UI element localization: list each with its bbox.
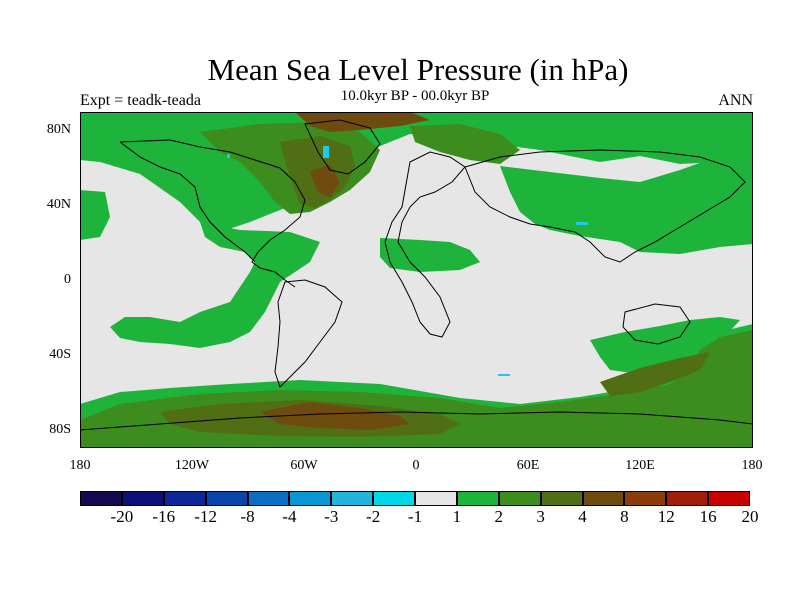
colorbar-label: 3 (536, 507, 545, 526)
lon-label-0: 0 (412, 458, 420, 473)
colorbar-swatch (289, 491, 332, 506)
colorbar-swatch (80, 491, 122, 506)
colorbar-label: 4 (578, 507, 587, 526)
lat-label-40s: 40S (49, 347, 71, 362)
season-label: ANN (718, 92, 753, 109)
coastlines (80, 119, 753, 431)
colorbar-label: -12 (194, 507, 217, 526)
colorbar-label: -8 (240, 507, 255, 526)
colorbar-swatch (708, 491, 750, 506)
lat-label-80s: 80S (49, 422, 71, 437)
lat-label-0: 0 (64, 272, 71, 287)
colorbar-swatch (247, 491, 290, 506)
anomaly-4to8 (260, 112, 430, 430)
colorbar-swatch (456, 491, 499, 506)
lon-label-60e: 60E (516, 458, 540, 473)
experiment-label: Expt = teadk-teada (80, 92, 201, 109)
lon-label-120e: 120E (625, 458, 655, 473)
colorbar-label: 8 (620, 507, 629, 526)
lon-label-180e: 180 (741, 458, 763, 473)
colorbar-label: -16 (152, 507, 176, 526)
colorbar-swatch (666, 491, 709, 506)
colorbar-swatch (540, 491, 583, 506)
lat-label-80n: 80N (46, 122, 71, 137)
colorbar-label: -1 (407, 507, 423, 526)
colorbar-swatch (582, 491, 625, 506)
lon-label-180w: 180 (69, 458, 91, 473)
colorbar-label: -4 (282, 507, 297, 526)
colorbar-swatch (624, 491, 667, 506)
anomaly-minus1 (227, 146, 588, 376)
colorbar-swatch (331, 491, 374, 506)
colorbar-swatch (121, 491, 164, 506)
period-label: 10.0kyr BP - 00.0kyr BP (340, 88, 490, 104)
colorbar-label: 12 (657, 507, 675, 526)
colorbar-label: 20 (741, 507, 759, 526)
colorbar (80, 491, 750, 506)
colorbar-label: 16 (699, 507, 717, 526)
colorbar-swatch (205, 491, 248, 506)
colorbar-label: -3 (324, 507, 339, 526)
colorbar-swatch (415, 491, 457, 506)
colorbar-swatch (373, 491, 415, 506)
colorbar-label: 1 (452, 507, 462, 526)
plot-title: Mean Sea Level Pressure (in hPa) (207, 52, 629, 87)
colorbar-label: -2 (366, 507, 381, 526)
pressure-anomaly-map (80, 112, 753, 448)
lat-label-40n: 40N (46, 197, 71, 212)
colorbar-label: 2 (494, 507, 504, 526)
colorbar-label: -20 (110, 507, 134, 526)
colorbar-swatch (498, 491, 541, 506)
lon-label-120w: 120W (174, 458, 210, 473)
lon-label-60w: 60W (290, 458, 318, 473)
colorbar-swatch (163, 491, 206, 506)
